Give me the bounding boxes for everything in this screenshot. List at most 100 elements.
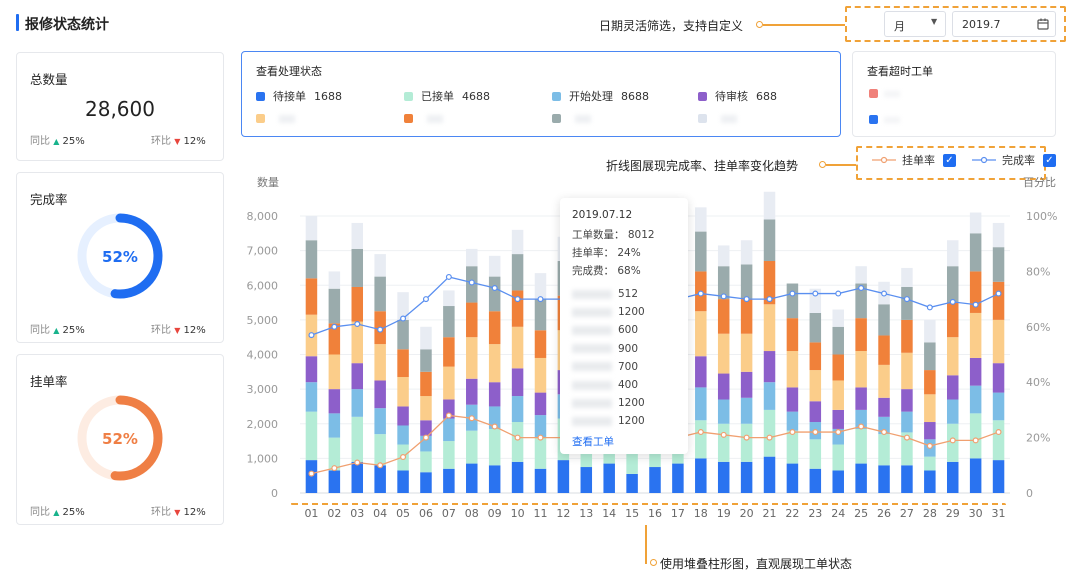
bar-segment [855,283,867,319]
bar-segment [488,465,501,493]
bar-segment [763,382,776,410]
status-legend-item[interactable]: 待接单 1688 [256,88,342,104]
x-tick-label: 14 [602,507,616,520]
bar-segment [443,306,455,338]
y2-axis-label: 百分比 [1023,176,1056,189]
bar-segment [351,248,364,287]
rate-point [377,326,384,333]
bar-segment [534,330,547,358]
view-orders-link[interactable]: 查看工单 [572,436,614,448]
bar-segment [420,451,432,473]
bar-segment [992,460,1005,493]
x-tick-label: 15 [625,507,639,520]
axis-highlight-line [290,503,1006,525]
rate-point [812,290,819,297]
bar-segment [534,273,547,300]
rate-point [881,429,888,436]
status-swatch [256,91,265,101]
toggle-completion-rate[interactable]: 完成率 ✓ [972,152,1056,168]
tooltip-blurred-label [572,416,612,426]
bar-segment [328,354,341,390]
bar-segment [901,389,913,412]
status-legend-item[interactable]: 待审核 688 [698,88,777,104]
status-legend-item[interactable] [256,114,295,123]
line-marker-icon [972,156,996,164]
rate-point [331,465,338,472]
tooltip-status-row: 600 [572,324,638,336]
status-legend-item[interactable]: 已接单 4688 [404,88,490,104]
status-legend-item[interactable] [552,114,591,123]
bar-segment [763,261,776,305]
chevron-down-icon: ▼ [931,17,938,26]
period-select-value: 月 [894,20,905,33]
bar-segment [717,245,730,267]
tooltip-line: 挂单率： 24% [572,247,641,259]
tooltip-blurred-label [572,380,612,390]
rate-point [926,442,933,449]
bar-segment [924,319,936,343]
status-blurred-value [721,114,737,123]
checkbox-checked-icon[interactable]: ✓ [943,153,956,167]
bar-segment [901,352,913,390]
bar-segment [878,416,890,435]
rate-point [445,273,452,280]
bar-segment [763,456,776,493]
bar-segment [809,439,822,469]
bar-segment [534,357,547,393]
period-select[interactable]: 月 ▼ [884,11,946,37]
bar-segment [420,326,432,350]
bar-segment [763,409,776,457]
bar-segment [992,363,1005,393]
bar-segment [626,473,638,493]
bar-segment [969,212,982,234]
bar-segment [511,368,524,397]
status-legend-item[interactable]: 开始处理 8688 [552,88,649,104]
bar-segment [901,465,913,493]
title-accent-bar [16,14,19,31]
rate-point [858,285,865,292]
rate-point [697,290,704,297]
x-tick-label: 21 [763,507,777,520]
line-annotation: 折线图展现完成率、挂单率变化趋势 [606,159,799,173]
bar-segment [443,441,455,469]
bar-segment [397,425,409,445]
bar-segment [901,267,913,287]
status-legend-item[interactable] [698,114,737,123]
bar-segment [511,461,524,493]
toggle-pending-rate[interactable]: 挂单率 ✓ [872,152,956,168]
bar-segment [809,342,822,371]
total-label: 总数量 [30,72,68,87]
x-tick-label: 16 [648,507,662,520]
tooltip-line: 工单数量： 8012 [572,229,655,241]
overtime-swatch [869,89,878,98]
date-picker[interactable]: 2019.7 [952,11,1056,37]
bar-segment [374,434,386,466]
bar-segment [717,373,730,400]
bar-segment [305,240,318,279]
bar-segment [786,318,799,352]
status-label: 待审核 [715,90,748,103]
bar-segment [351,389,364,417]
tooltip-status-row: 1200 [572,306,645,318]
checkbox-checked-icon[interactable]: ✓ [1043,153,1056,167]
rate-point [972,301,979,308]
bar-segment [695,387,707,421]
status-panel[interactable]: 查看处理状态 待接单 1688 已接单 4688 开始处理 8688 待审核 688 [241,51,841,137]
bar-segment [901,411,913,433]
bar-segment [443,399,455,419]
arrow-down-icon: ▼ [174,137,181,146]
bar-segment [488,311,501,345]
bar-segment [649,467,661,493]
bar-segment [809,401,822,423]
bar-segment [351,416,364,462]
overtime-panel[interactable]: 查看超时工单 [852,51,1056,137]
bar-segment [901,286,913,320]
bar-segment [946,302,959,338]
bar-segment [946,461,959,493]
bar-segment [832,380,844,410]
bar-segment [878,304,890,336]
arrow-up-icon: ▲ [53,326,60,335]
status-legend-item[interactable] [404,114,443,123]
bar-segment [855,318,867,352]
bar-segment [946,337,959,376]
